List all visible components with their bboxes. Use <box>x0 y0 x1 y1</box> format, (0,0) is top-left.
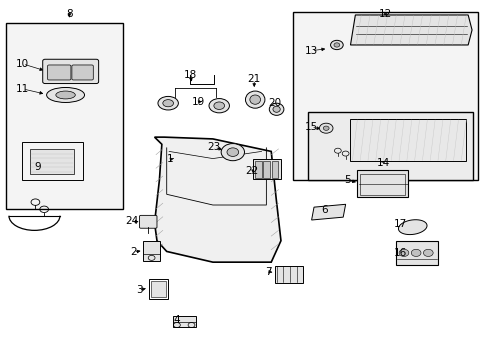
Text: 20: 20 <box>267 98 281 108</box>
Circle shape <box>330 40 343 50</box>
Bar <box>350 119 465 161</box>
Bar <box>274 266 302 283</box>
Polygon shape <box>350 15 471 45</box>
FancyBboxPatch shape <box>139 215 157 228</box>
Ellipse shape <box>245 91 264 108</box>
Ellipse shape <box>213 102 224 109</box>
Ellipse shape <box>46 87 84 103</box>
Text: 5: 5 <box>344 175 350 185</box>
Text: 17: 17 <box>393 219 406 229</box>
Bar <box>307 112 472 180</box>
Text: 16: 16 <box>393 248 406 258</box>
Text: 3: 3 <box>135 285 142 295</box>
Bar <box>151 281 165 297</box>
Circle shape <box>323 126 328 130</box>
Text: 19: 19 <box>191 97 204 107</box>
FancyBboxPatch shape <box>42 59 99 84</box>
Text: 7: 7 <box>265 267 271 277</box>
Circle shape <box>226 148 238 157</box>
Text: 14: 14 <box>376 158 389 168</box>
Bar <box>148 279 168 298</box>
Circle shape <box>333 43 339 47</box>
Text: 2: 2 <box>130 247 137 257</box>
FancyBboxPatch shape <box>47 65 71 80</box>
Text: 4: 4 <box>173 315 180 325</box>
Text: 22: 22 <box>245 166 258 176</box>
Bar <box>6 23 122 208</box>
Text: 9: 9 <box>35 162 41 172</box>
Circle shape <box>410 249 420 256</box>
Text: 15: 15 <box>304 122 317 132</box>
Ellipse shape <box>269 103 284 115</box>
Polygon shape <box>154 137 281 262</box>
Text: 1: 1 <box>167 154 174 164</box>
Text: 6: 6 <box>321 205 327 215</box>
Text: 10: 10 <box>16 59 29 69</box>
Circle shape <box>221 144 244 161</box>
Ellipse shape <box>208 99 229 113</box>
Bar <box>357 170 407 197</box>
Circle shape <box>423 249 432 256</box>
Bar <box>22 143 82 180</box>
Ellipse shape <box>56 91 75 99</box>
Ellipse shape <box>158 96 178 110</box>
Ellipse shape <box>272 106 280 112</box>
Bar <box>271 161 278 178</box>
Bar <box>253 158 281 179</box>
FancyBboxPatch shape <box>72 65 93 80</box>
Polygon shape <box>311 204 345 220</box>
Bar <box>30 149 74 174</box>
Bar <box>292 12 477 180</box>
Text: 24: 24 <box>125 216 138 226</box>
Text: 8: 8 <box>66 9 73 19</box>
Ellipse shape <box>163 100 173 107</box>
Polygon shape <box>398 220 426 235</box>
Circle shape <box>319 123 332 133</box>
Text: 12: 12 <box>378 9 391 19</box>
Text: 21: 21 <box>247 74 260 84</box>
Ellipse shape <box>249 95 260 104</box>
Bar <box>255 161 261 178</box>
Bar <box>395 241 437 265</box>
Bar <box>143 241 160 261</box>
Bar <box>263 161 269 178</box>
Text: 11: 11 <box>16 84 29 94</box>
Text: 13: 13 <box>305 46 318 56</box>
Text: 23: 23 <box>207 142 221 152</box>
Text: 18: 18 <box>183 69 196 80</box>
Circle shape <box>398 249 408 256</box>
Bar <box>360 174 404 195</box>
Bar <box>172 316 196 327</box>
